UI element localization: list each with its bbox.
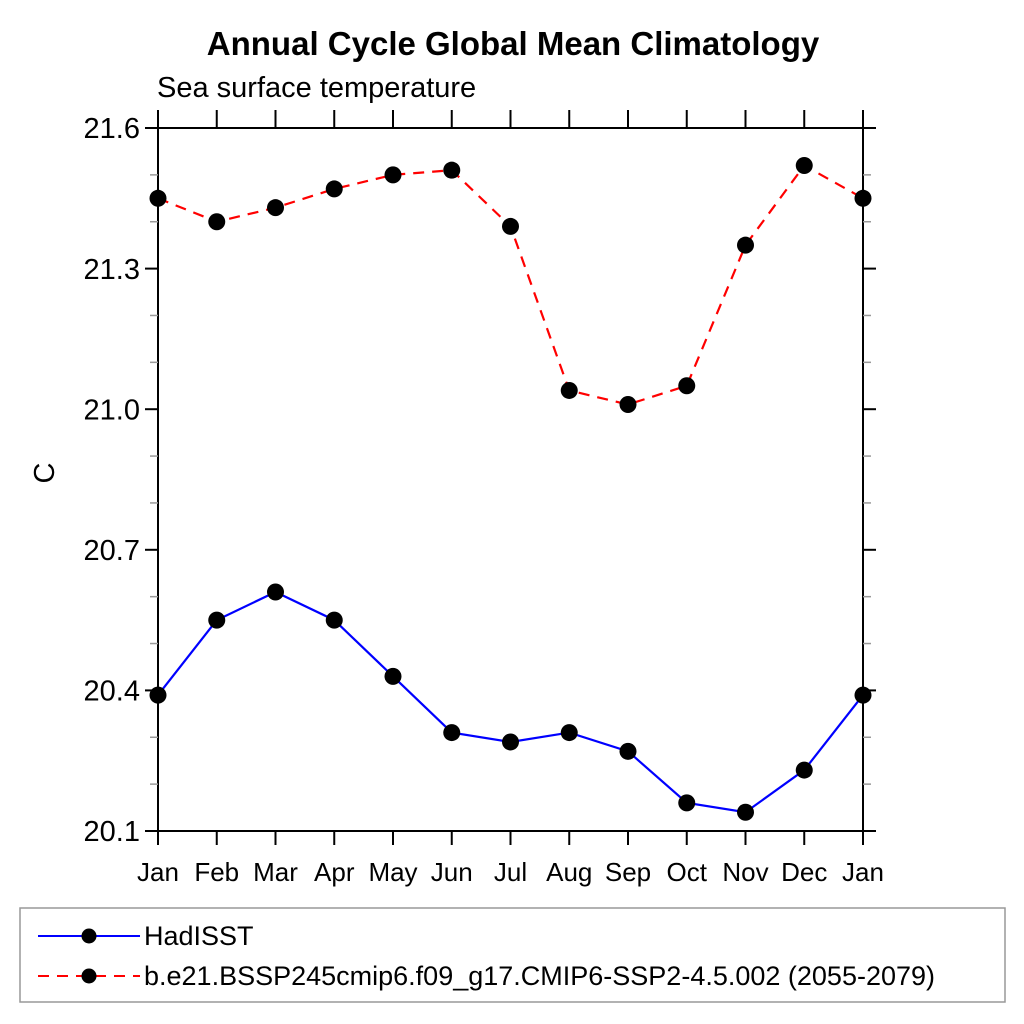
data-point	[325, 611, 343, 629]
series-line	[157, 164, 864, 406]
y-tick-label: 20.7	[84, 535, 140, 567]
x-tick-label: Dec	[781, 857, 827, 887]
data-point	[149, 189, 167, 207]
series-model	[149, 156, 872, 414]
x-tick-label: Jun	[431, 857, 473, 887]
data-point	[854, 189, 872, 207]
data-point	[678, 377, 696, 395]
y-tick-label: 20.1	[84, 816, 140, 848]
y-tick-label: 20.4	[84, 676, 140, 708]
legend-marker-hadisst	[81, 928, 97, 944]
legend-marker-model	[81, 968, 97, 984]
x-tick-label: Feb	[194, 857, 239, 887]
y-tick-label: 21.0	[84, 394, 140, 426]
x-tick-label: Oct	[667, 857, 708, 887]
x-tick-label: Sep	[605, 857, 651, 887]
legend-item-model: b.e21.BSSP245cmip6.f09_g17.CMIP6-SSP2-4.…	[38, 961, 935, 991]
legend-item-hadisst: HadISST	[38, 921, 254, 951]
x-tick-label: Jul	[494, 857, 527, 887]
x-tick-label: Jan	[842, 857, 884, 887]
x-tick-label: Nov	[722, 857, 768, 887]
y-tick-label: 21.3	[84, 254, 140, 286]
data-point	[737, 803, 754, 821]
data-point	[267, 583, 284, 601]
data-point	[267, 199, 284, 217]
data-point	[384, 166, 402, 184]
data-point	[325, 180, 343, 198]
data-point	[208, 611, 226, 629]
series-line	[157, 590, 864, 814]
y-axis-title: C	[29, 463, 61, 484]
y-tick-label: 21.6	[84, 113, 140, 145]
series-hadisst	[149, 583, 872, 821]
x-tick-label: Apr	[314, 857, 355, 887]
chart-subtitle: Sea surface temperature	[157, 72, 476, 104]
x-tick-label: Aug	[546, 857, 592, 887]
legend-box	[19, 907, 1006, 1003]
data-point	[502, 217, 519, 235]
data-point	[795, 156, 813, 174]
x-tick-label: Mar	[253, 857, 298, 887]
data-point	[208, 213, 226, 231]
data-point	[443, 161, 461, 179]
data-point	[560, 381, 578, 399]
data-point	[384, 667, 402, 685]
data-point	[502, 733, 519, 751]
data-point	[443, 724, 461, 742]
data-point	[149, 686, 167, 704]
data-point	[619, 396, 637, 414]
x-tick-label: May	[368, 857, 417, 887]
data-point	[854, 686, 872, 704]
legend-label-model: b.e21.BSSP245cmip6.f09_g17.CMIP6-SSP2-4.…	[144, 961, 935, 991]
x-tick-label: Jan	[137, 857, 179, 887]
legend-label-hadisst: HadISST	[144, 921, 254, 951]
data-point	[560, 724, 578, 742]
chart-title: Annual Cycle Global Mean Climatology	[207, 25, 820, 62]
plot-area: Jan Feb Mar Apr May Jun Jul Aug Sep Oct Nov Dec Jan 2…	[84, 110, 884, 887]
data-point	[737, 236, 754, 254]
data-point	[619, 742, 637, 760]
data-point	[795, 761, 813, 779]
legend: HadISST b.e21.BSSP245cmip6.f09_g17.CMIP6…	[19, 907, 1006, 1003]
data-point	[678, 794, 696, 812]
